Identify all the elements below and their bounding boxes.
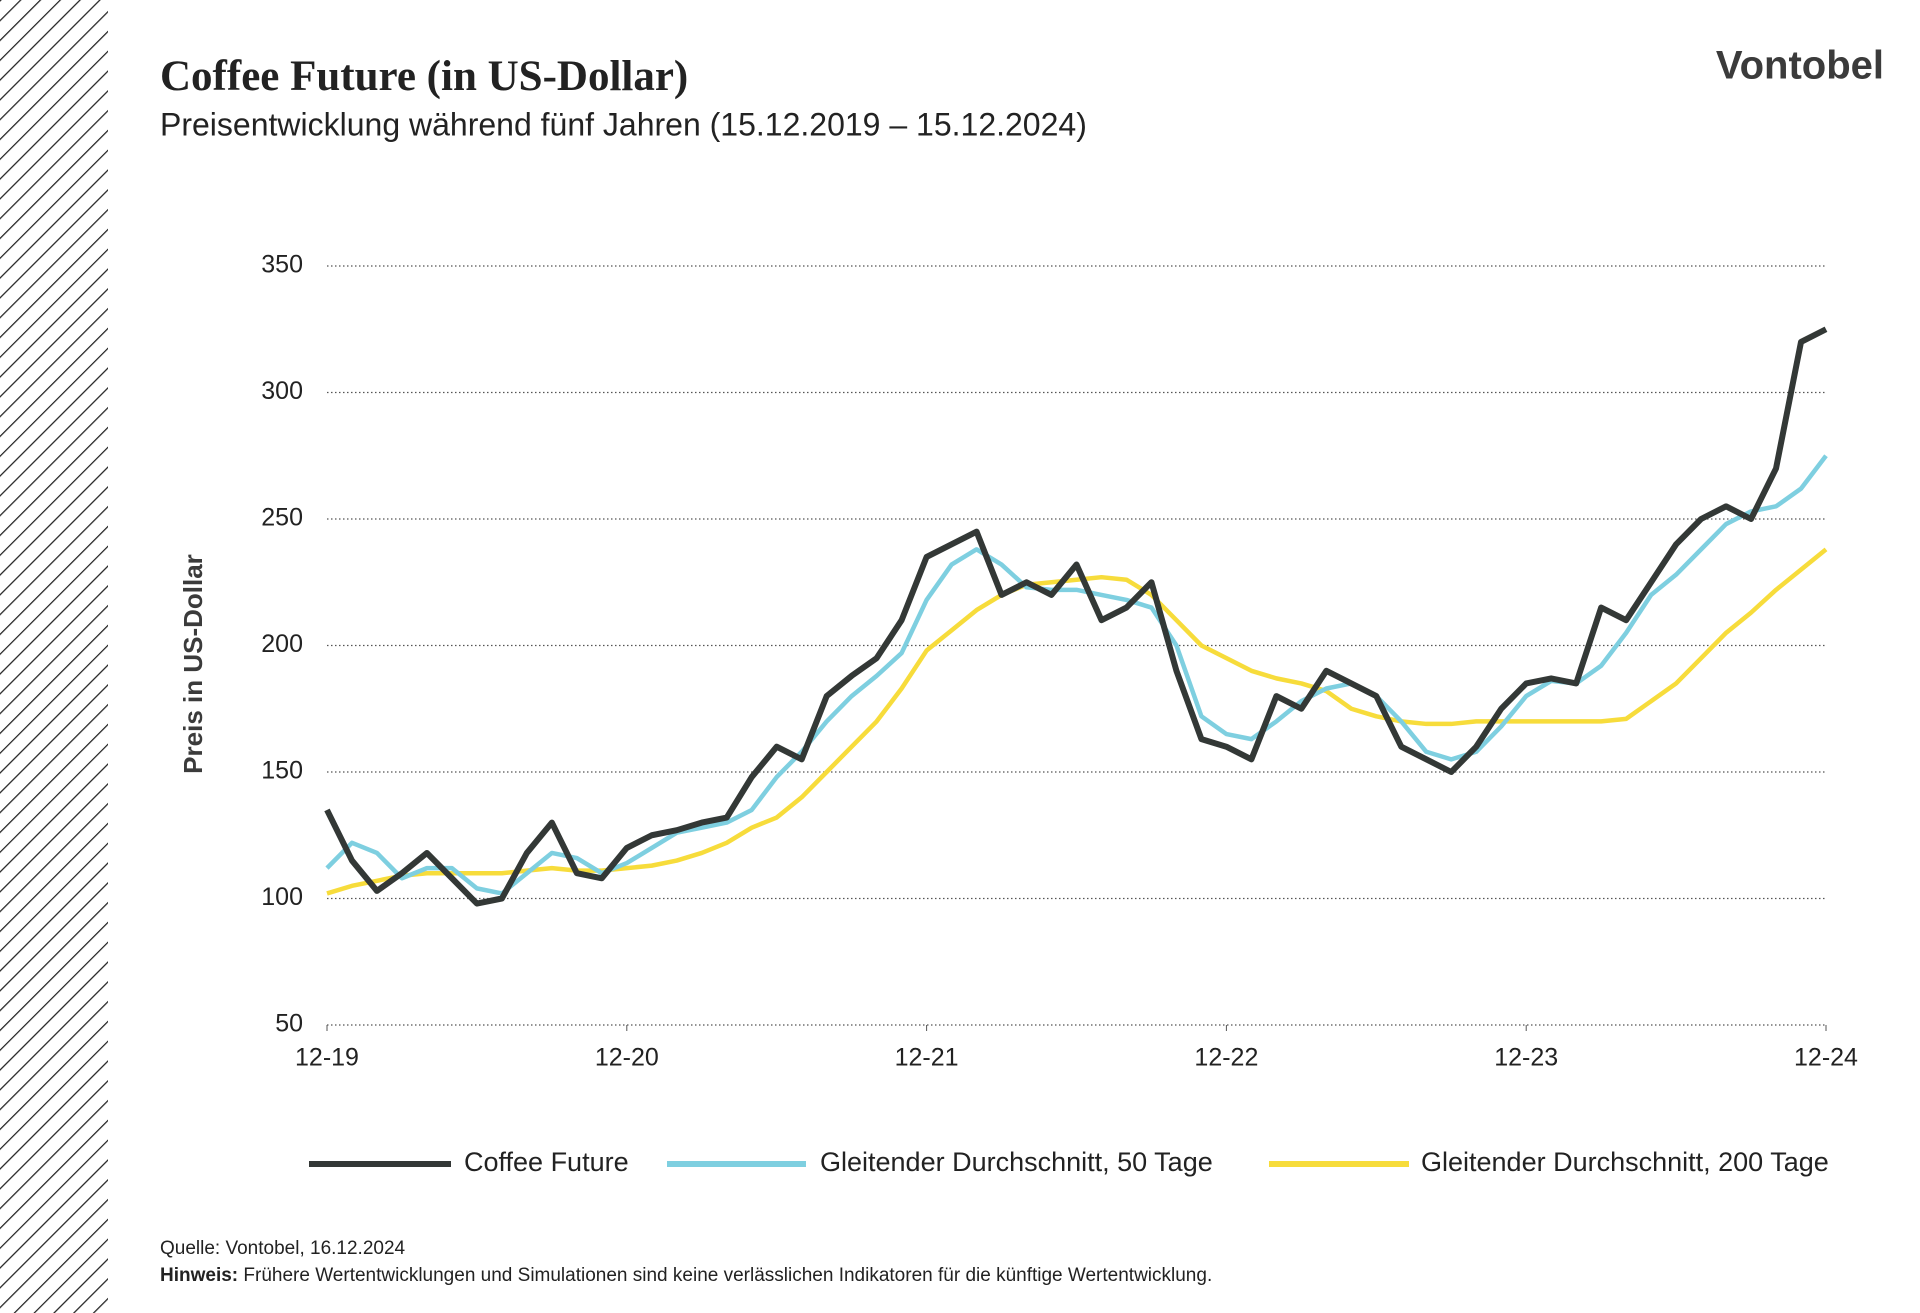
x-tick-label: 12-20 (595, 1044, 659, 1072)
brand: Vontobel (1716, 44, 1884, 88)
y-tick-label: 50 (275, 1010, 303, 1038)
legend-label: Coffee Future (464, 1147, 629, 1177)
x-tick-label: 12-21 (895, 1044, 959, 1072)
y-tick-label: 100 (261, 883, 303, 911)
x-tick-label: 12-19 (295, 1044, 359, 1072)
note-label: Hinweis: (160, 1265, 238, 1286)
note-text: Frühere Wertentwicklungen und Simulation… (243, 1265, 1212, 1286)
series-line (324, 326, 1828, 907)
series-line (326, 547, 1828, 896)
legend-label: Gleitender Durchschnitt, 200 Tage (1421, 1147, 1829, 1177)
y-tick-label: 300 (261, 377, 303, 405)
x-tick-label: 12-22 (1194, 1044, 1258, 1072)
y-tick-label: 350 (261, 251, 303, 279)
y-tick-label: 150 (261, 757, 303, 785)
hatch-strip (0, 0, 108, 1313)
y-axis-label: Preis in US-Dollar (178, 554, 208, 774)
chart-subtitle: Preisentwicklung während fünf Jahren (15… (160, 106, 1087, 142)
x-tick-label: 12-24 (1794, 1044, 1858, 1072)
source: Quelle: Vontobel, 16.12.2024 (160, 1238, 406, 1259)
note: Hinweis: Frühere Wertentwicklungen und S… (160, 1265, 1212, 1286)
y-tick-label: 250 (261, 504, 303, 532)
chart-title: Coffee Future (in US-Dollar) (160, 53, 688, 100)
y-tick-label: 200 (261, 630, 303, 658)
legend-label: Gleitender Durchschnitt, 50 Tage (820, 1147, 1213, 1177)
x-tick-label: 12-23 (1494, 1044, 1558, 1072)
